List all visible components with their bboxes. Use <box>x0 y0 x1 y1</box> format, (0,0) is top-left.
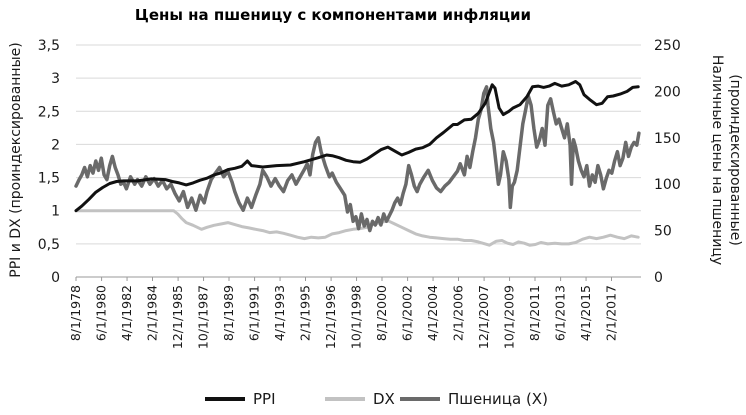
left-tick-label: 0 <box>51 270 60 286</box>
x-tick-label: 10/1/1987 <box>196 285 211 349</box>
series-lines <box>74 80 641 247</box>
series-line-0 <box>74 80 640 213</box>
legend-label: DX <box>373 390 395 408</box>
x-tick-label: 8/1/1978 <box>68 285 83 341</box>
left-tick-label: 1,5 <box>38 171 60 187</box>
x-tick-label: 4/1/2004 <box>425 285 440 341</box>
x-tick-label: 6/1/1980 <box>94 285 109 341</box>
right-tick-label: 150 <box>654 131 681 147</box>
x-tick-label: 2/1/1984 <box>145 285 160 341</box>
x-tick-label: 2/1/2006 <box>451 285 466 341</box>
x-tick-label: 6/1/1991 <box>247 285 262 341</box>
left-axis-label: PPI и DX (проиндексированные) <box>8 42 24 277</box>
left-tick-label: 2,5 <box>38 104 60 120</box>
x-tick-label: 4/1/2015 <box>578 285 593 341</box>
right-tick-label: 200 <box>654 84 681 100</box>
left-tick-label: 2 <box>51 137 60 153</box>
right-tick-label: 0 <box>654 270 663 286</box>
right-tick-label: 50 <box>654 224 672 240</box>
x-tick-label: 6/1/2002 <box>400 285 415 341</box>
right-tick-label: 250 <box>654 38 681 54</box>
left-tick-label: 3 <box>51 71 60 87</box>
x-tick-label: 8/1/2011 <box>527 285 542 341</box>
x-tick-label: 12/1/1985 <box>170 285 185 349</box>
x-tick-label: 4/1/1982 <box>119 285 134 341</box>
left-tick-label: 1 <box>51 204 60 220</box>
series-line-2 <box>74 85 641 233</box>
x-tick-label: 4/1/1993 <box>272 285 287 341</box>
x-tick-label: 10/1/1998 <box>349 285 364 349</box>
x-tick-label: 2/1/2017 <box>604 285 619 341</box>
x-tick-label: 8/1/1989 <box>221 285 236 341</box>
right-axis-ticks: 0 50 100 150 200 250 <box>654 38 681 286</box>
legend-label: PPI <box>253 390 276 408</box>
legend: PPI DX Пшеница (X) <box>205 390 548 408</box>
x-tick-label: 12/1/1996 <box>323 285 338 349</box>
left-tick-label: 0,5 <box>38 237 60 253</box>
legend-label: Пшеница (X) <box>448 390 548 408</box>
right-axis-label-line2: (проиндексированные) <box>727 74 743 246</box>
left-axis-ticks: 0 0,5 1 1,5 2 2,5 3 3,5 <box>38 38 60 286</box>
x-axis-ticks: 8/1/1978 6/1/1980 4/1/1982 2/1/1984 12/1/198… <box>68 277 619 349</box>
left-tick-label: 3,5 <box>38 38 60 54</box>
x-tick-label: 12/1/2007 <box>476 285 491 349</box>
right-tick-label: 100 <box>654 177 681 193</box>
chart-title: Цены на пшеницу с компонентами инфляции <box>135 6 531 24</box>
series-line-1 <box>74 209 640 247</box>
x-tick-label: 6/1/2013 <box>553 285 568 341</box>
right-axis-label-line1: Наличные цены на пшеницу <box>709 55 725 265</box>
x-tick-label: 2/1/1995 <box>298 285 313 341</box>
x-tick-label: 10/1/2009 <box>502 285 517 349</box>
x-tick-label: 8/1/2000 <box>374 285 389 341</box>
